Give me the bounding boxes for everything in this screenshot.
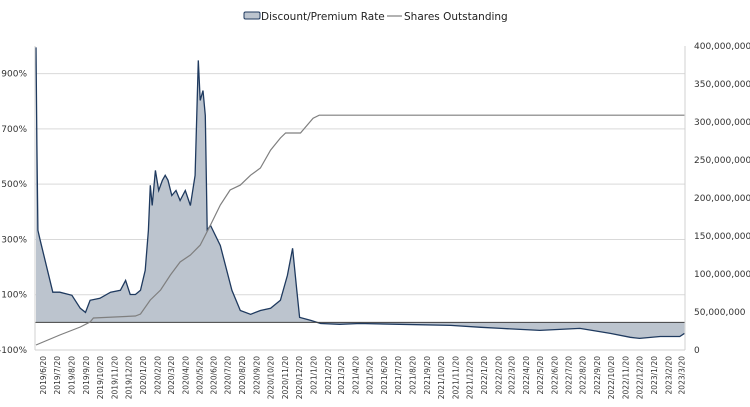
y-left-tick-label: 700% bbox=[1, 125, 27, 135]
y-left-tick-label: 300% bbox=[1, 235, 27, 245]
x-tick-label: 2023/1/20 bbox=[650, 356, 659, 395]
x-tick-label: 2021/12/20 bbox=[465, 356, 474, 399]
y-left-tick-label: 500% bbox=[1, 180, 27, 190]
x-tick-label: 2020/12/20 bbox=[295, 356, 304, 399]
y-right-tick-label: 300,000,000 bbox=[694, 118, 750, 128]
gridlines bbox=[35, 73, 685, 296]
x-tick-label: 2022/8/20 bbox=[579, 356, 588, 395]
legend-swatch-discount-premium bbox=[243, 11, 261, 20]
x-tick-label: 2019/12/20 bbox=[124, 356, 133, 399]
x-tick-label: 2020/9/20 bbox=[253, 356, 262, 395]
legend-label-discount-premium: Discount/Premium Rate bbox=[261, 11, 385, 23]
x-tick-label: 2019/10/20 bbox=[96, 356, 105, 399]
y-right-tick-label: 250,000,000 bbox=[694, 156, 750, 166]
chart-marks bbox=[35, 47, 685, 346]
x-tick-label: 2022/2/20 bbox=[494, 356, 503, 395]
x-tick-label: 2020/5/20 bbox=[195, 356, 204, 395]
y-left-tick-label: -100% bbox=[0, 346, 27, 356]
x-tick-label: 2019/11/20 bbox=[110, 356, 119, 399]
discount-premium-line bbox=[35, 47, 685, 340]
x-tick-label: 2019/7/20 bbox=[53, 356, 62, 395]
x-tick-label: 2021/8/20 bbox=[408, 356, 417, 395]
x-tick-label: 2022/4/20 bbox=[522, 356, 531, 395]
x-tick-label: 2021/7/20 bbox=[394, 356, 403, 395]
y-right-tick-label: 200,000,000 bbox=[694, 194, 750, 204]
y-left-tick-label: 900% bbox=[1, 70, 27, 80]
x-tick-label: 2020/2/20 bbox=[153, 356, 162, 395]
x-tick-label: 2019/6/20 bbox=[39, 356, 48, 395]
x-tick-label: 2020/1/20 bbox=[139, 356, 148, 395]
axes: -100% 100% 300% 500% 700% 900% 0 50,000,000 100,… bbox=[0, 42, 750, 399]
x-tick-label: 2021/11/20 bbox=[451, 356, 460, 399]
y-right-tick-label: 100,000,000 bbox=[694, 270, 750, 280]
x-tick-label: 2020/7/20 bbox=[224, 356, 233, 395]
x-tick-label: 2020/10/20 bbox=[267, 356, 276, 399]
x-tick-label: 2022/11/20 bbox=[622, 356, 631, 399]
y-right-tick-label: 50,000,000 bbox=[694, 308, 746, 318]
x-tick-label: 2021/5/20 bbox=[366, 356, 375, 395]
y-right-tick-label: 350,000,000 bbox=[694, 80, 750, 90]
y-right-tick-label: 400,000,000 bbox=[694, 42, 750, 52]
x-tick-label: 2021/4/20 bbox=[352, 356, 361, 395]
x-tick-label: 2021/9/20 bbox=[423, 356, 432, 395]
x-tick-label: 2020/4/20 bbox=[181, 356, 190, 395]
x-tick-label: 2022/1/20 bbox=[480, 356, 489, 395]
x-tick-label: 2022/6/20 bbox=[550, 356, 559, 395]
x-tick-label: 2020/11/20 bbox=[281, 356, 290, 399]
x-tick-label: 2022/12/20 bbox=[636, 356, 645, 399]
x-tick-label: 2021/1/20 bbox=[310, 356, 319, 395]
x-tick-label: 2022/7/20 bbox=[564, 356, 573, 395]
x-tick-label: 2022/5/20 bbox=[536, 356, 545, 395]
x-tick-label: 2020/3/20 bbox=[167, 356, 176, 395]
x-tick-label: 2021/10/20 bbox=[437, 356, 446, 399]
x-tick-label: 2023/3/20 bbox=[678, 356, 687, 395]
x-tick-label: 2022/3/20 bbox=[507, 356, 516, 395]
y-right-tick-label: 150,000,000 bbox=[694, 232, 750, 242]
x-tick-label: 2021/6/20 bbox=[380, 356, 389, 395]
legend: Discount/Premium Rate Shares Outstanding bbox=[243, 11, 508, 23]
x-tick-label: 2022/9/20 bbox=[593, 356, 602, 395]
x-tick-label: 2019/9/20 bbox=[82, 356, 91, 395]
legend-label-shares: Shares Outstanding bbox=[404, 11, 508, 23]
x-tick-label: 2020/6/20 bbox=[210, 356, 219, 395]
x-tick-label: 2021/3/20 bbox=[337, 356, 346, 395]
x-tick-label: 2019/8/20 bbox=[67, 356, 76, 395]
y-right-tick-label: 0 bbox=[694, 346, 700, 356]
y-left-tick-label: 100% bbox=[1, 291, 27, 301]
discount-premium-area bbox=[36, 47, 685, 339]
shares-outstanding-line bbox=[35, 114, 685, 346]
x-tick-label: 2023/2/20 bbox=[665, 356, 674, 395]
x-tick-label: 2020/8/20 bbox=[238, 356, 247, 395]
x-tick-label: 2022/10/20 bbox=[607, 356, 616, 399]
x-tick-label: 2021/2/20 bbox=[324, 356, 333, 395]
